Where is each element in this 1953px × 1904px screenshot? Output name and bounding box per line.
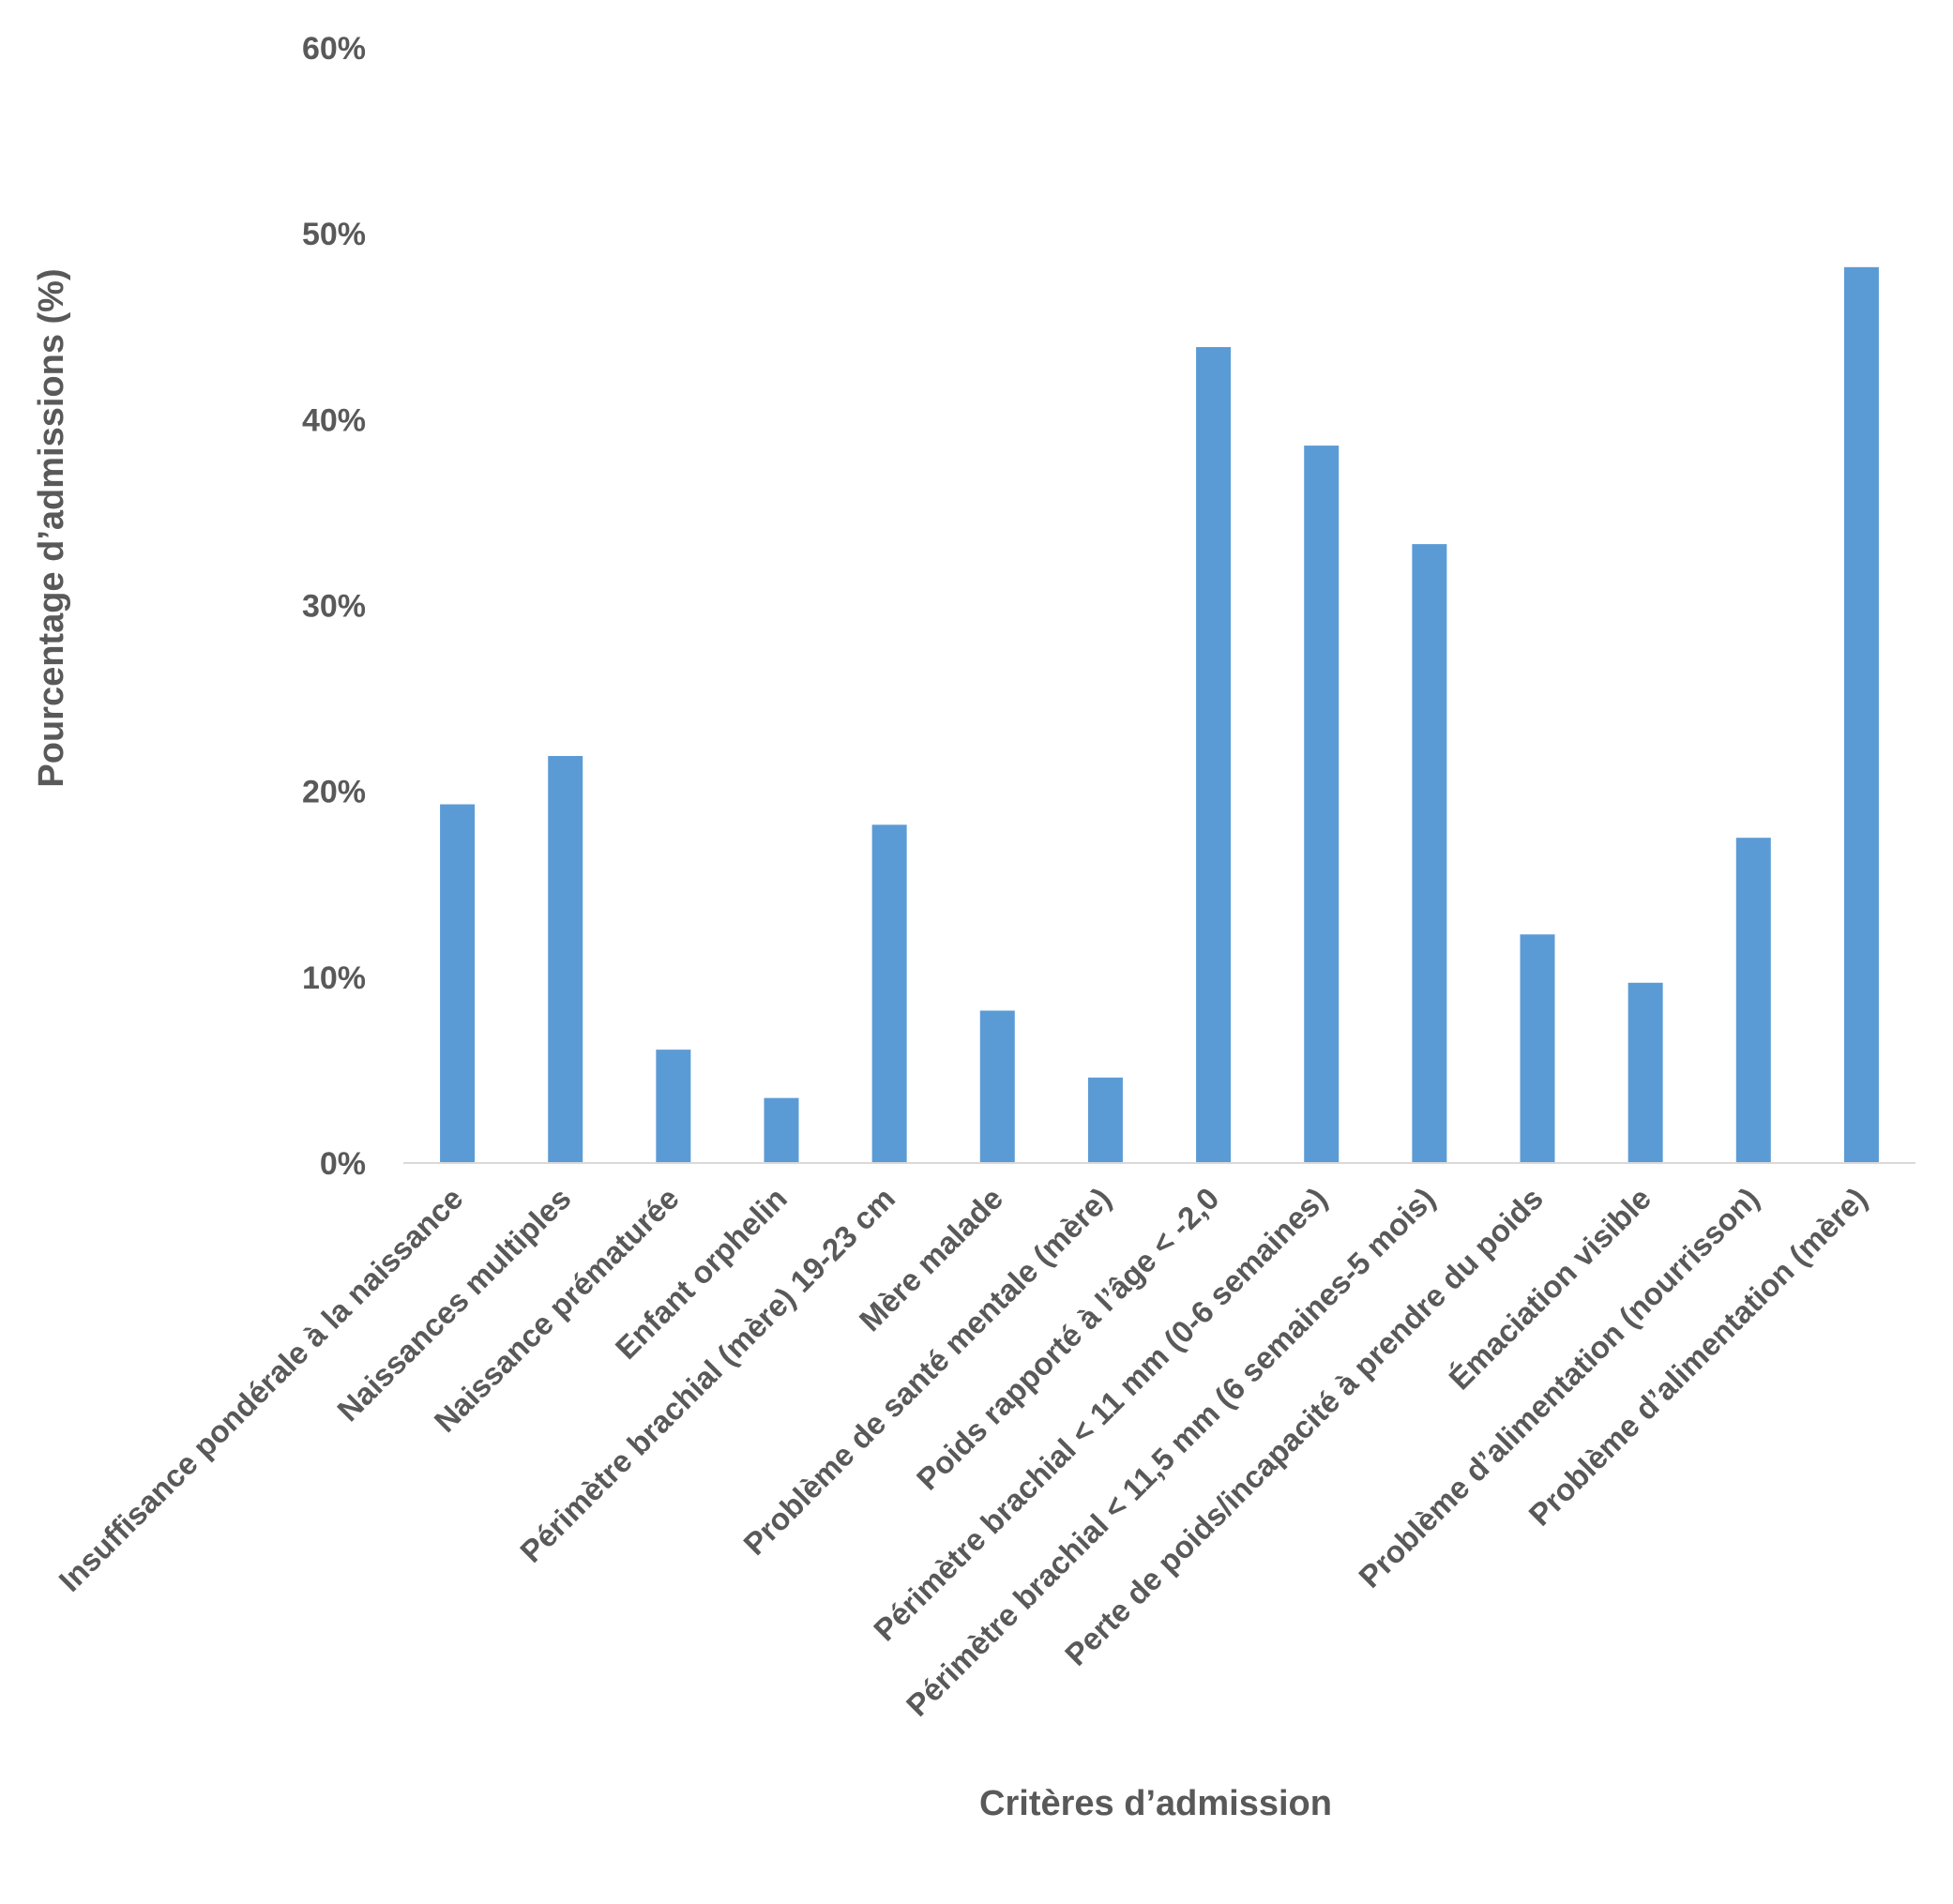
x-tick-label: Périmètre brachial (mère) 19-23 cm [513, 1181, 901, 1569]
bar [1412, 544, 1447, 1163]
y-tick-label: 50% [302, 217, 366, 252]
bar [979, 1010, 1015, 1163]
x-tick-label: Émaciation visible [1442, 1181, 1658, 1397]
y-axis-ticks: 0% 10% 20% 30% 40% 50% 60% [302, 31, 366, 1182]
bar [440, 804, 476, 1163]
y-tick-label: 0% [320, 1146, 366, 1182]
bar [1735, 838, 1771, 1163]
x-tick-label: Périmètre brachial < 11,5 mm (6 semaines… [900, 1181, 1442, 1723]
bar [1087, 1077, 1123, 1163]
y-tick-label: 60% [302, 31, 366, 67]
bar [1520, 934, 1555, 1163]
x-axis-category-labels: Insuffisance pondérale à la naissanceNai… [52, 1181, 1873, 1723]
x-tick-label: Problème d’alimentation (nourrisson) [1352, 1181, 1765, 1594]
y-axis-title: Pourcentage d’admissions (%) [32, 268, 71, 787]
y-tick-label: 20% [302, 775, 366, 810]
bar [1843, 266, 1879, 1163]
bar [1628, 982, 1663, 1163]
y-tick-label: 30% [302, 589, 366, 625]
x-tick-label: Insuffisance pondérale à la naissance [52, 1181, 469, 1598]
bar [871, 824, 907, 1163]
bars [440, 266, 1879, 1163]
bar [656, 1050, 691, 1163]
bar [548, 756, 583, 1163]
y-tick-label: 10% [302, 960, 366, 996]
bar [764, 1097, 799, 1163]
bar [1304, 446, 1340, 1163]
y-tick-label: 40% [302, 402, 366, 438]
x-axis-title: Critères d’admission [979, 1784, 1332, 1823]
bar [1196, 347, 1232, 1163]
